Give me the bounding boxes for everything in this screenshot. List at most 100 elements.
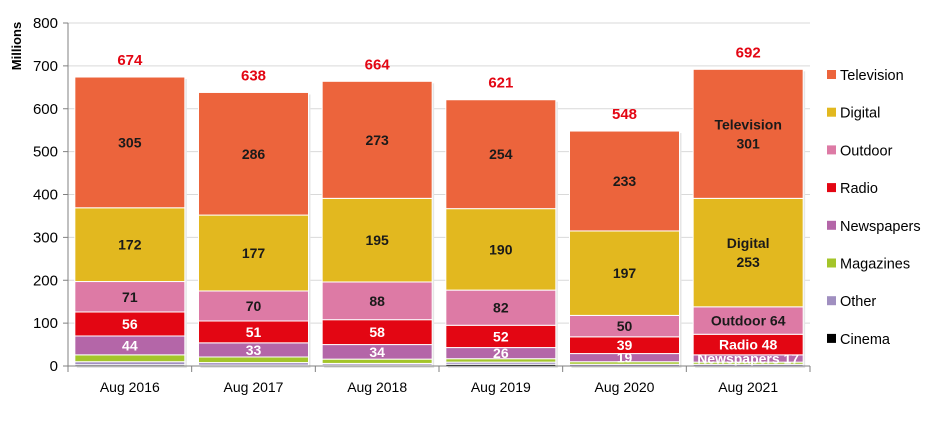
x-tick-label: Aug 2017 [224, 379, 284, 395]
y-tick-label: 700 [33, 58, 58, 75]
legend-swatch [827, 70, 836, 79]
bar-group: 44 56 71 172 305 674 [74, 52, 187, 369]
bar-segment-television [198, 91, 309, 216]
y-tick-label: 600 [33, 101, 58, 118]
segment-label: 190 [489, 241, 513, 257]
segment-label: 88 [369, 293, 385, 309]
x-tick-label: Aug 2016 [100, 379, 160, 395]
segment-label: 51 [246, 324, 262, 340]
bar-segment-outdoor [198, 290, 309, 322]
bar-segment-television [74, 76, 186, 209]
legend-item: Newspapers [827, 219, 921, 235]
segment-label: 52 [493, 328, 509, 344]
legend-label: Other [840, 294, 876, 310]
bar-segment-digital [692, 197, 804, 308]
bar-group: 33 51 70 177 286 638 [198, 67, 311, 369]
legend-swatch [827, 258, 836, 268]
bar-segment-digital [445, 208, 557, 291]
bar-segment-outdoor [321, 281, 433, 321]
bar-segment-magazines [74, 354, 186, 363]
legend-label: Cinema [840, 332, 891, 348]
legend-label: Radio [840, 181, 878, 197]
bar-segment-outdoor [445, 289, 557, 326]
y-tick-label: 800 [33, 15, 58, 32]
total-label: 621 [488, 75, 513, 92]
x-tick-label: Aug 2021 [718, 379, 778, 395]
segment-label: 71 [122, 289, 138, 305]
bar-segment-outdoor [74, 281, 186, 313]
y-tick-label: 100 [33, 315, 58, 332]
legend-label: Newspapers [840, 219, 921, 235]
segment-label: 33 [246, 342, 262, 358]
legend-item: Radio [827, 181, 878, 197]
y-tick-label: 300 [33, 229, 58, 246]
segment-label: 70 [246, 298, 262, 314]
y-axis: 0 100 200 300 400 500 600 700 800 [33, 15, 69, 375]
legend-swatch [827, 183, 836, 193]
x-tick-label: Aug 2020 [595, 379, 655, 395]
segment-label: 58 [369, 324, 385, 340]
segment-label: 34 [369, 344, 385, 360]
segment-label: 26 [493, 345, 509, 361]
segment-label: 301 [736, 135, 760, 151]
gridlines [68, 22, 810, 324]
bar-segment-digital [198, 214, 309, 292]
segment-label: 44 [122, 337, 138, 353]
legend-swatch [827, 145, 836, 155]
x-axis: Aug 2016 Aug 2017 Aug 2018 Aug 2019 Aug 2020… [67, 365, 811, 395]
total-label: 674 [117, 52, 143, 69]
y-axis-label: Millions [9, 22, 24, 70]
legend-label: Television [840, 68, 904, 84]
segment-label: Radio 48 [719, 337, 778, 353]
legend-swatch [827, 333, 836, 343]
bar-segment-television [692, 68, 804, 199]
legend-item: Television [827, 68, 904, 84]
segment-label: 305 [118, 134, 142, 150]
legend: Television Digital Outdoor Radio Newspapers M… [827, 68, 921, 348]
legend-label: Outdoor [840, 143, 893, 159]
segment-label: 177 [242, 245, 266, 261]
legend-swatch [827, 296, 836, 306]
segment-label: Television [714, 116, 781, 132]
x-tick-label: Aug 2019 [471, 379, 531, 395]
bar-segment-television [445, 99, 557, 210]
legend-label: Digital [840, 106, 880, 122]
legend-swatch [827, 107, 836, 117]
legend-label: Magazines [840, 257, 910, 273]
segment-label: 50 [617, 318, 633, 334]
legend-item: Outdoor [827, 143, 893, 159]
total-label: 638 [241, 67, 266, 84]
legend-item: Other [827, 294, 876, 310]
segment-label: 273 [365, 132, 389, 148]
y-tick-label: 400 [33, 187, 58, 204]
segment-label: 286 [242, 146, 266, 162]
segment-label: 253 [736, 254, 760, 270]
segment-label: Digital [727, 235, 770, 251]
bar-segment-outdoor [692, 306, 804, 335]
segment-label: 172 [118, 237, 142, 253]
total-label: 692 [736, 44, 761, 61]
y-tick-label: 0 [50, 358, 58, 375]
segment-label: 195 [365, 232, 389, 248]
bar-segment-digital [74, 207, 186, 283]
bar-segment-television [321, 80, 433, 199]
y-tick-label: 500 [33, 144, 58, 161]
legend-item: Digital [827, 106, 880, 122]
bar-segment-digital [321, 197, 433, 283]
y-tick-label: 200 [33, 272, 58, 289]
legend-item: Magazines [827, 257, 910, 273]
segment-label: 254 [489, 146, 513, 162]
segment-label: Outdoor 64 [711, 313, 786, 329]
total-label: 548 [612, 106, 637, 123]
segment-label: 197 [613, 265, 637, 281]
segment-label: 56 [122, 316, 138, 332]
segment-label: 233 [613, 173, 637, 189]
segment-label: 39 [617, 337, 633, 353]
segment-label: 82 [493, 300, 509, 316]
bar-segment-radio [321, 319, 433, 346]
legend-swatch [827, 220, 836, 230]
bar-segment-digital [569, 230, 680, 316]
